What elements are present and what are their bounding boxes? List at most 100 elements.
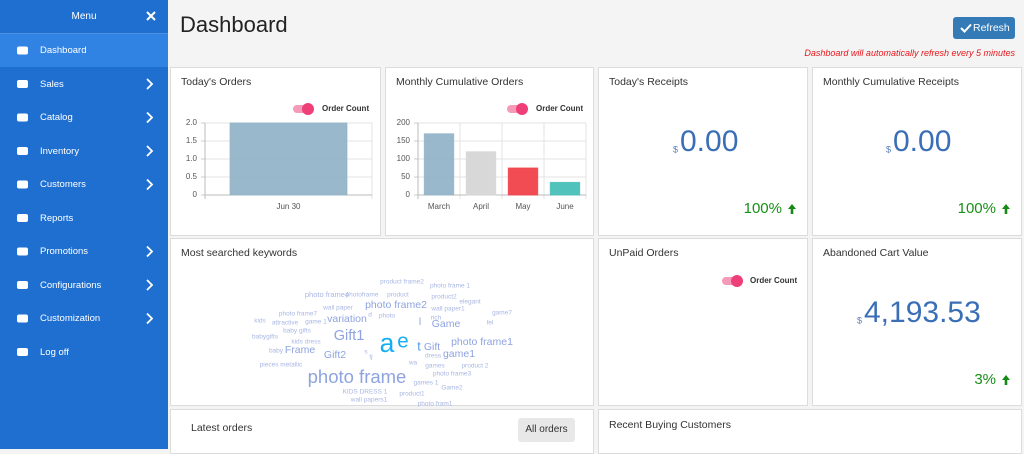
menu-icon: [17, 180, 28, 189]
keyword: KIDS DRESS 1: [343, 389, 388, 396]
card-title: Today's Receipts: [609, 76, 689, 88]
close-icon: [146, 11, 156, 21]
change: 100%: [958, 200, 996, 217]
keyword: elegant: [459, 299, 481, 306]
menu-item[interactable]: Dashboard: [40, 45, 87, 56]
keyword: pieces metallic: [260, 362, 303, 369]
keyword: photo frame3: [433, 371, 472, 378]
menu-item[interactable]: Sales: [40, 78, 64, 90]
menu-item[interactable]: Configurations: [40, 279, 102, 291]
menu-item[interactable]: Catalog: [40, 112, 73, 123]
legend-knob: [516, 103, 528, 115]
check-icon: [960, 23, 972, 33]
chevron: [146, 178, 154, 191]
keyword: kids: [254, 318, 266, 325]
chevron: [146, 145, 154, 157]
legend-label: Order Count: [750, 276, 797, 285]
y-tick-label: 1.0: [186, 154, 198, 163]
currency: $: [673, 144, 678, 154]
keyword: photo fram1: [418, 401, 453, 408]
keyword: photo frame4: [305, 290, 349, 299]
keyword: wa: [408, 360, 418, 367]
refresh-note: Dashboard will automatically refresh eve…: [804, 48, 1015, 58]
y-tick-label: 100: [397, 154, 411, 163]
menu-item[interactable]: Inventory: [40, 145, 80, 157]
up-arrow: [788, 204, 796, 214]
keyword: Gift: [424, 341, 440, 353]
keyword: photo frame 1: [430, 283, 470, 290]
chevron: [146, 245, 154, 258]
refresh-label: Refresh: [973, 22, 1010, 34]
sidebar: Menu Dashboard Sales Catalog Inventory Custo…: [0, 0, 168, 449]
card: Monthly Cumulative Receipts: [812, 67, 1022, 236]
bar: [549, 181, 581, 196]
legend-label: Order Count: [322, 104, 369, 113]
card-title: Today's Orders: [181, 76, 252, 88]
legend-knob: [731, 275, 743, 287]
menu-icon: [17, 348, 28, 356]
keyword: photo frame2: [365, 299, 427, 311]
chevron: [146, 312, 154, 325]
keyword: games: [425, 363, 445, 370]
keyword: Gift1: [334, 328, 365, 344]
menu-item[interactable]: Log off: [40, 346, 69, 358]
menu-icon: [17, 147, 28, 155]
keyword: variation: [327, 313, 367, 325]
menu-item[interactable]: Reports: [40, 212, 74, 224]
bar: [465, 151, 497, 196]
menu-item[interactable]: Promotions: [40, 246, 89, 257]
menu-item[interactable]: Customers: [40, 179, 86, 190]
change: 100%: [744, 200, 782, 217]
up-arrow: [1002, 204, 1010, 214]
y-tick-label: 2.0: [186, 118, 198, 127]
menu-item[interactable]: Customization: [40, 313, 101, 324]
keyword: wall papers1: [350, 397, 388, 404]
chevron: [146, 279, 154, 291]
y-tick-label: 150: [397, 136, 411, 145]
keyword: photo frame1: [451, 336, 513, 348]
x-tick-label: June: [556, 202, 574, 211]
card-title: Most searched keywords: [181, 247, 298, 259]
y-tick-label: 0.5: [186, 172, 198, 181]
y-tick-label: 1.5: [186, 136, 198, 145]
card-title: Abandoned Cart Value: [823, 247, 929, 259]
card-title: Monthly Cumulative Orders: [396, 76, 524, 88]
amount: 0.00: [680, 125, 738, 158]
bar: [423, 133, 455, 196]
keyword: l: [419, 316, 421, 328]
keyword: d: [368, 312, 372, 319]
all-orders-button[interactable]: All orders: [518, 418, 575, 442]
y-tick-label: 0: [193, 190, 198, 199]
keyword: photo frame: [308, 366, 407, 387]
card-title: Recent Buying Customers: [609, 419, 731, 431]
y-tick-label: 200: [397, 118, 411, 127]
card: UnPaid Orders: [598, 238, 808, 406]
menu-icon: [17, 113, 28, 122]
x-tick-label: May: [515, 202, 530, 211]
menu-title: Menu: [0, 0, 168, 34]
keyword: photo frame7: [279, 311, 318, 318]
keyword: kids dress: [291, 339, 321, 346]
chevron: [146, 78, 154, 90]
keyword: Game2: [441, 385, 463, 392]
keyword: rich: [431, 315, 442, 322]
card: Latest orders All orders: [170, 409, 594, 454]
keyword: a: [380, 328, 395, 358]
menu-icon: [17, 281, 28, 289]
x-tick-label: March: [428, 202, 450, 211]
refresh-button[interactable]: Refresh: [953, 17, 1015, 39]
menu-icon: [17, 80, 28, 88]
keyword: Gift2: [324, 349, 346, 361]
keyword: game1: [443, 348, 475, 360]
keyword: dress: [425, 353, 442, 360]
y-tick-label: 50: [401, 172, 410, 181]
bar: [229, 122, 348, 196]
amount: 4,193.53: [864, 296, 981, 329]
bar: [507, 167, 539, 196]
keyword: s: [364, 349, 368, 356]
card: Abandoned Cart Value: [812, 238, 1022, 406]
keyword: t: [417, 339, 421, 353]
card-title: Monthly Cumulative Receipts: [823, 76, 959, 88]
